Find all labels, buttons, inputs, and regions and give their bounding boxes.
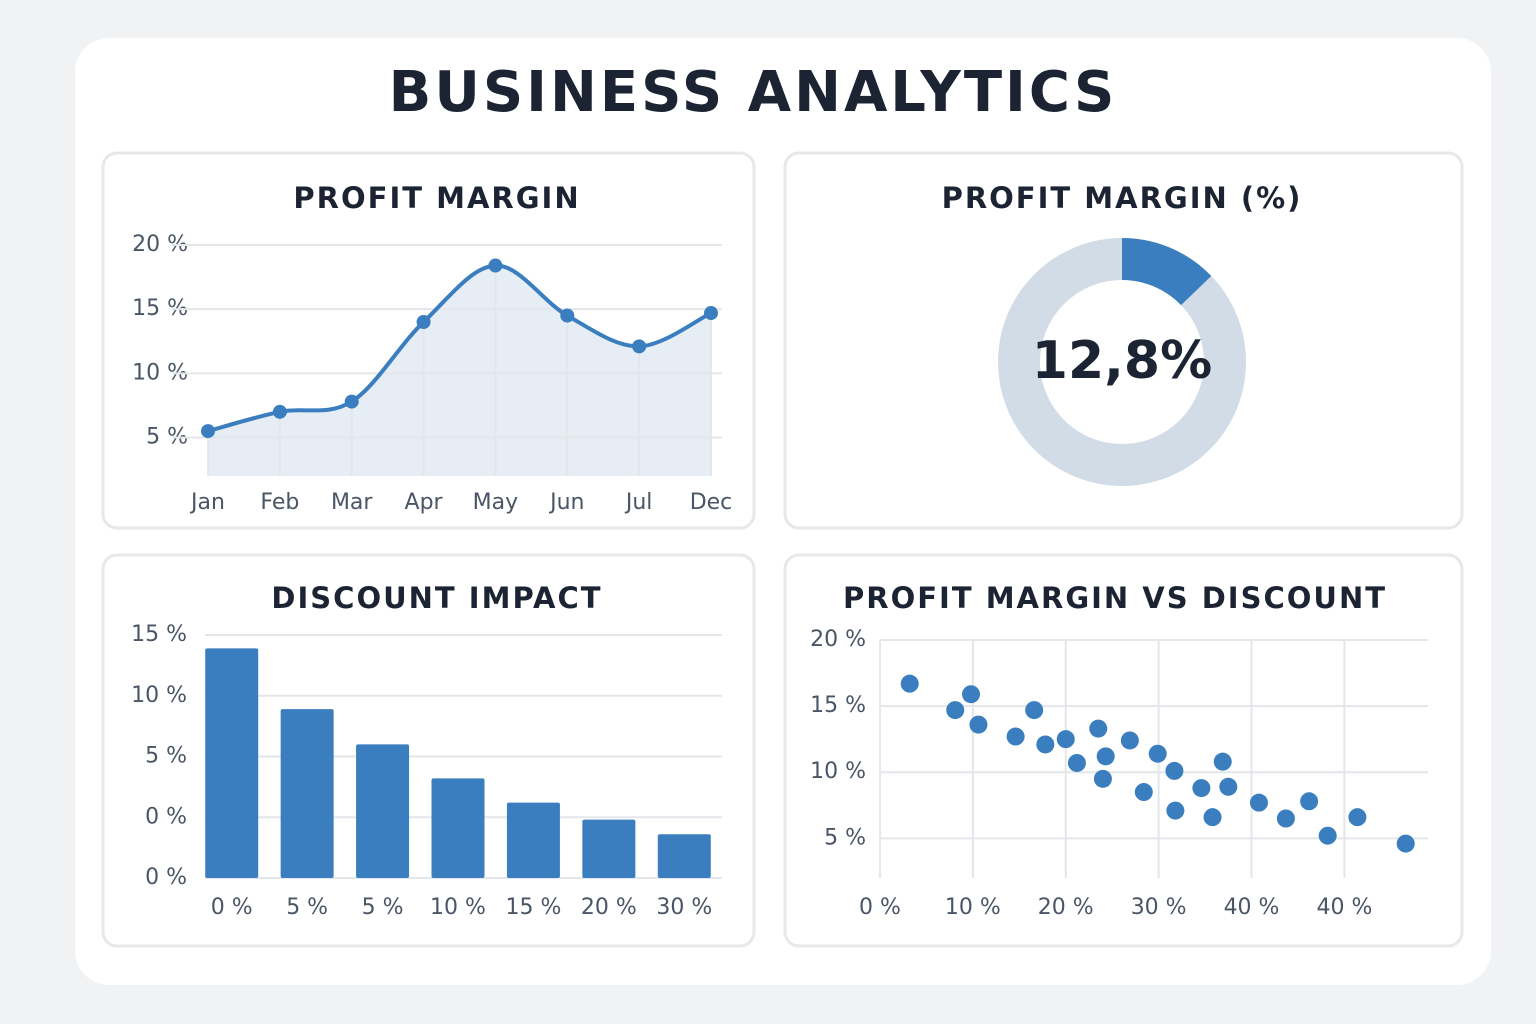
- point: [1067, 753, 1086, 772]
- point: [946, 701, 965, 720]
- area: [208, 265, 711, 476]
- point: [1203, 808, 1222, 827]
- bar: [506, 802, 560, 878]
- point: [1089, 719, 1108, 738]
- marker: [560, 308, 575, 323]
- x-tick-label: Mar: [331, 490, 373, 515]
- bar: [205, 648, 259, 878]
- x-tick-label: 15 %: [505, 895, 561, 920]
- point: [1318, 826, 1337, 845]
- y-tick-label: 15 %: [131, 622, 187, 647]
- point: [962, 685, 981, 704]
- x-tick-label: 40 %: [1316, 895, 1372, 920]
- bar: [280, 709, 334, 878]
- point: [1213, 752, 1232, 771]
- x-tick-label: 40 %: [1224, 895, 1280, 920]
- x-tick-label: 0 %: [211, 895, 253, 920]
- bar: [657, 834, 711, 878]
- y-tick-label: 5 %: [145, 744, 187, 769]
- donut-label: 12,8%: [1032, 331, 1212, 391]
- point: [1219, 777, 1238, 796]
- chart-title: PROFIT MARGIN VS DISCOUNT: [843, 581, 1387, 615]
- bar: [356, 744, 410, 878]
- marker: [344, 394, 359, 409]
- x-tick-label: 10 %: [945, 895, 1001, 920]
- x-tick-label: Apr: [405, 490, 444, 515]
- y-tick-label: 0 %: [145, 804, 187, 829]
- x-tick-label: 30 %: [656, 895, 712, 920]
- point: [1396, 834, 1415, 853]
- x-tick-label: 20 %: [581, 895, 637, 920]
- x-tick-label: Jul: [624, 490, 653, 515]
- point: [1166, 801, 1185, 820]
- marker: [632, 339, 647, 354]
- x-tick-label: Feb: [260, 490, 299, 515]
- y-tick-label: 10 %: [131, 683, 187, 708]
- point: [1120, 731, 1139, 750]
- y-tick-label: 15 %: [810, 693, 866, 718]
- point: [1276, 809, 1295, 828]
- point: [1192, 779, 1211, 798]
- x-tick-label: Jan: [189, 490, 225, 515]
- panel: [783, 151, 1464, 530]
- point: [1025, 701, 1044, 720]
- chart-title: PROFIT MARGIN (%): [942, 181, 1303, 215]
- point: [1036, 735, 1055, 754]
- panel: [783, 553, 1464, 948]
- x-tick-label: 5 %: [362, 895, 404, 920]
- x-tick-label: 20 %: [1038, 895, 1094, 920]
- chart-title: DISCOUNT IMPACT: [271, 581, 602, 615]
- point: [1300, 792, 1319, 811]
- chart-title: PROFIT MARGIN: [293, 181, 580, 215]
- y-tick-label: 0 %: [145, 865, 187, 890]
- y-tick-label: 5 %: [824, 825, 866, 850]
- point: [1165, 761, 1184, 780]
- marker: [416, 315, 431, 329]
- marker: [201, 424, 215, 439]
- x-tick-label: Jun: [548, 490, 584, 515]
- x-tick-label: 5 %: [286, 895, 328, 920]
- point: [969, 715, 988, 734]
- donut-arc: [1121, 238, 1212, 306]
- y-tick-label: 20 %: [810, 627, 866, 652]
- x-tick-label: Dec: [690, 490, 733, 515]
- point: [1056, 730, 1075, 749]
- marker: [272, 404, 287, 419]
- bar: [582, 819, 636, 878]
- x-tick-label: 30 %: [1131, 895, 1187, 920]
- bar: [431, 778, 485, 878]
- marker: [704, 306, 718, 321]
- point: [1348, 808, 1367, 827]
- point: [900, 674, 919, 693]
- point: [1006, 727, 1025, 746]
- point: [1096, 747, 1115, 766]
- y-tick-label: 10 %: [810, 759, 866, 784]
- marker: [488, 258, 503, 273]
- x-tick-label: May: [473, 490, 518, 515]
- page-title: BUSINESS ANALYTICS: [389, 60, 1118, 125]
- point: [1134, 783, 1153, 802]
- point: [1148, 744, 1167, 763]
- point: [1249, 793, 1268, 812]
- x-tick-label: 0 %: [859, 895, 901, 920]
- point: [1093, 769, 1112, 788]
- x-tick-label: 10 %: [430, 895, 486, 920]
